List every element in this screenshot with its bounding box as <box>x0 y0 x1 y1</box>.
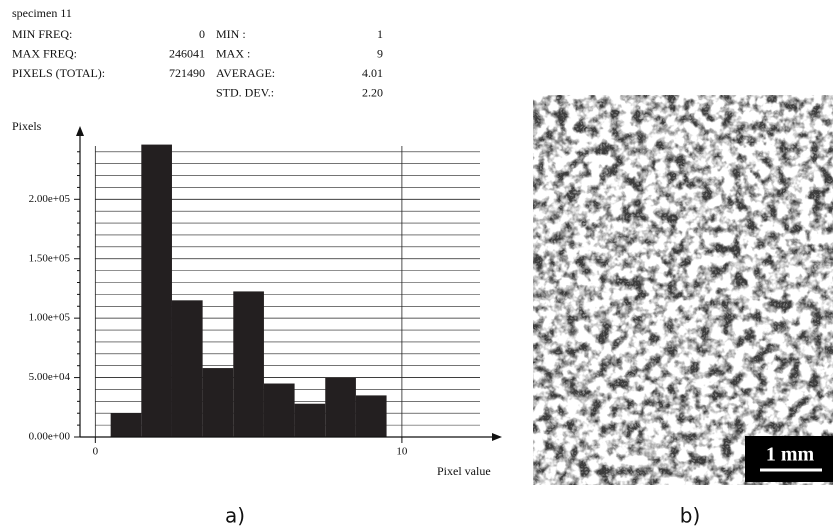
stat-value: 721490 <box>169 66 205 80</box>
stat-label: STD. DEV.: <box>216 85 274 99</box>
stat-value: 2.20 <box>362 85 383 99</box>
bar <box>233 291 264 437</box>
stat-label: MIN FREQ: <box>12 27 72 41</box>
stat-label: AVERAGE: <box>216 66 275 80</box>
caption-a: a) <box>225 504 245 528</box>
bar <box>110 413 142 437</box>
y-tick-label: 0.00e+00 <box>29 431 71 443</box>
y-tick-label: 5.00e+04 <box>29 371 71 383</box>
bar <box>294 403 326 437</box>
bar <box>171 300 203 437</box>
scale-bar-box <box>745 436 833 482</box>
stat-label: PIXELS (TOTAL): <box>12 66 105 80</box>
stat-value: 9 <box>377 46 383 60</box>
bar <box>325 377 356 437</box>
stat-label: MIN : <box>216 27 246 41</box>
micrograph-particles <box>533 95 833 485</box>
y-axis-label: Pixels <box>12 119 42 133</box>
y-tick-label: 1.50e+05 <box>29 252 71 264</box>
x-tick-label: 0 <box>93 446 99 458</box>
x-axis-arrow <box>492 433 502 441</box>
micrograph: 1 mm <box>533 95 833 485</box>
bar <box>263 383 295 437</box>
y-tick-label: 2.00e+05 <box>29 193 71 205</box>
bar <box>202 368 234 437</box>
x-axis-label: Pixel value <box>437 464 491 478</box>
scale-bar-label: 1 mm <box>766 444 815 466</box>
y-tick-label: 1.00e+05 <box>29 312 71 324</box>
specimen-title: specimen 11 <box>12 6 72 20</box>
caption-b: b) <box>680 504 701 528</box>
stat-value: 246041 <box>169 46 205 60</box>
bar <box>355 395 387 437</box>
stat-label: MAX : <box>216 46 250 60</box>
stat-value: 1 <box>377 27 383 41</box>
stat-value: 4.01 <box>362 66 383 80</box>
y-axis-arrow <box>76 126 84 136</box>
stat-value: 0 <box>199 27 205 41</box>
stat-label: MAX FREQ: <box>12 46 77 60</box>
bar <box>141 144 172 438</box>
x-tick-label: 10 <box>396 446 408 458</box>
